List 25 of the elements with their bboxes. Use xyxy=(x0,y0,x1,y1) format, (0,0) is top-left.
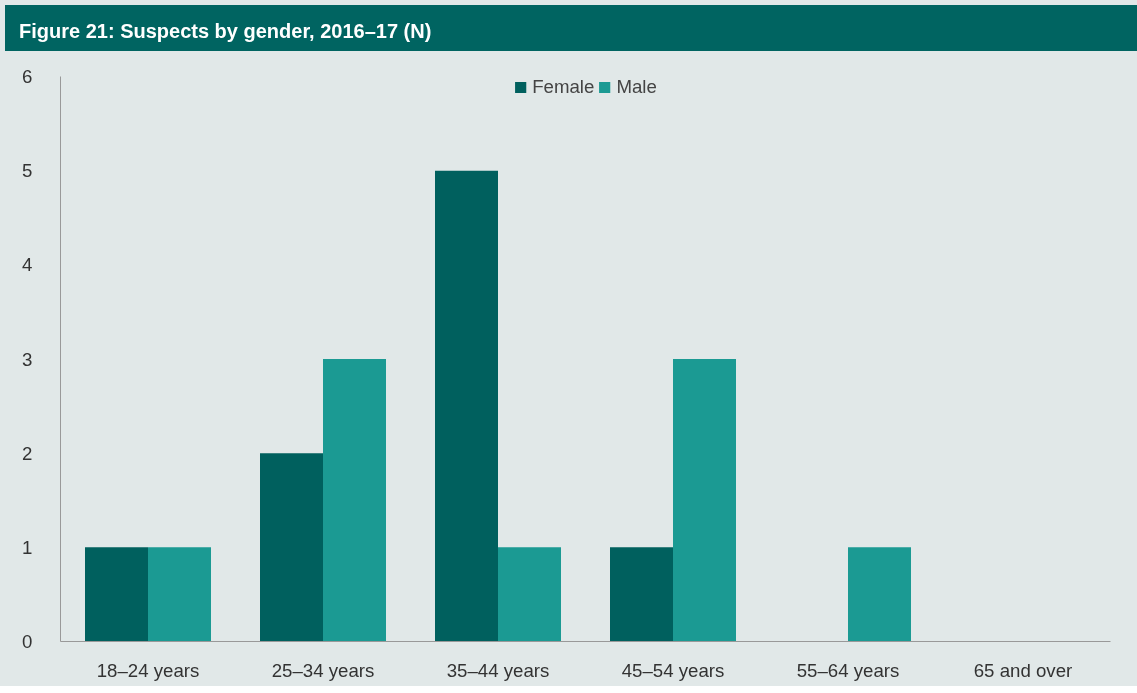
x-tick-label: 65 and over xyxy=(973,659,1073,681)
y-tick-label: 5 xyxy=(22,160,33,182)
bar xyxy=(148,547,211,642)
bar xyxy=(85,547,148,642)
x-tick-label: 18–24 years xyxy=(96,659,200,681)
x-tick-label: 55–64 years xyxy=(796,659,900,681)
y-tick-label: 6 xyxy=(22,66,33,87)
bar xyxy=(610,547,673,642)
y-tick-label: 3 xyxy=(22,348,33,370)
legend-label: Male xyxy=(616,76,657,98)
x-tick-label: 45–54 years xyxy=(621,659,725,681)
bar xyxy=(848,547,911,642)
bar xyxy=(498,547,561,642)
x-tick-label: 25–34 years xyxy=(271,659,375,681)
y-tick-label: 1 xyxy=(22,536,33,558)
y-tick-label: 2 xyxy=(22,442,33,464)
y-tick-label: 4 xyxy=(22,254,33,276)
y-tick-label: 0 xyxy=(22,631,33,652)
bar xyxy=(323,359,386,642)
bar xyxy=(435,170,498,642)
legend-label: Female xyxy=(532,76,595,98)
x-tick-label: 35–44 years xyxy=(446,659,550,681)
chart-title: Figure 21: Suspects by gender, 2016–17 (N) xyxy=(19,19,432,44)
bar xyxy=(673,359,736,642)
bar xyxy=(260,453,323,642)
